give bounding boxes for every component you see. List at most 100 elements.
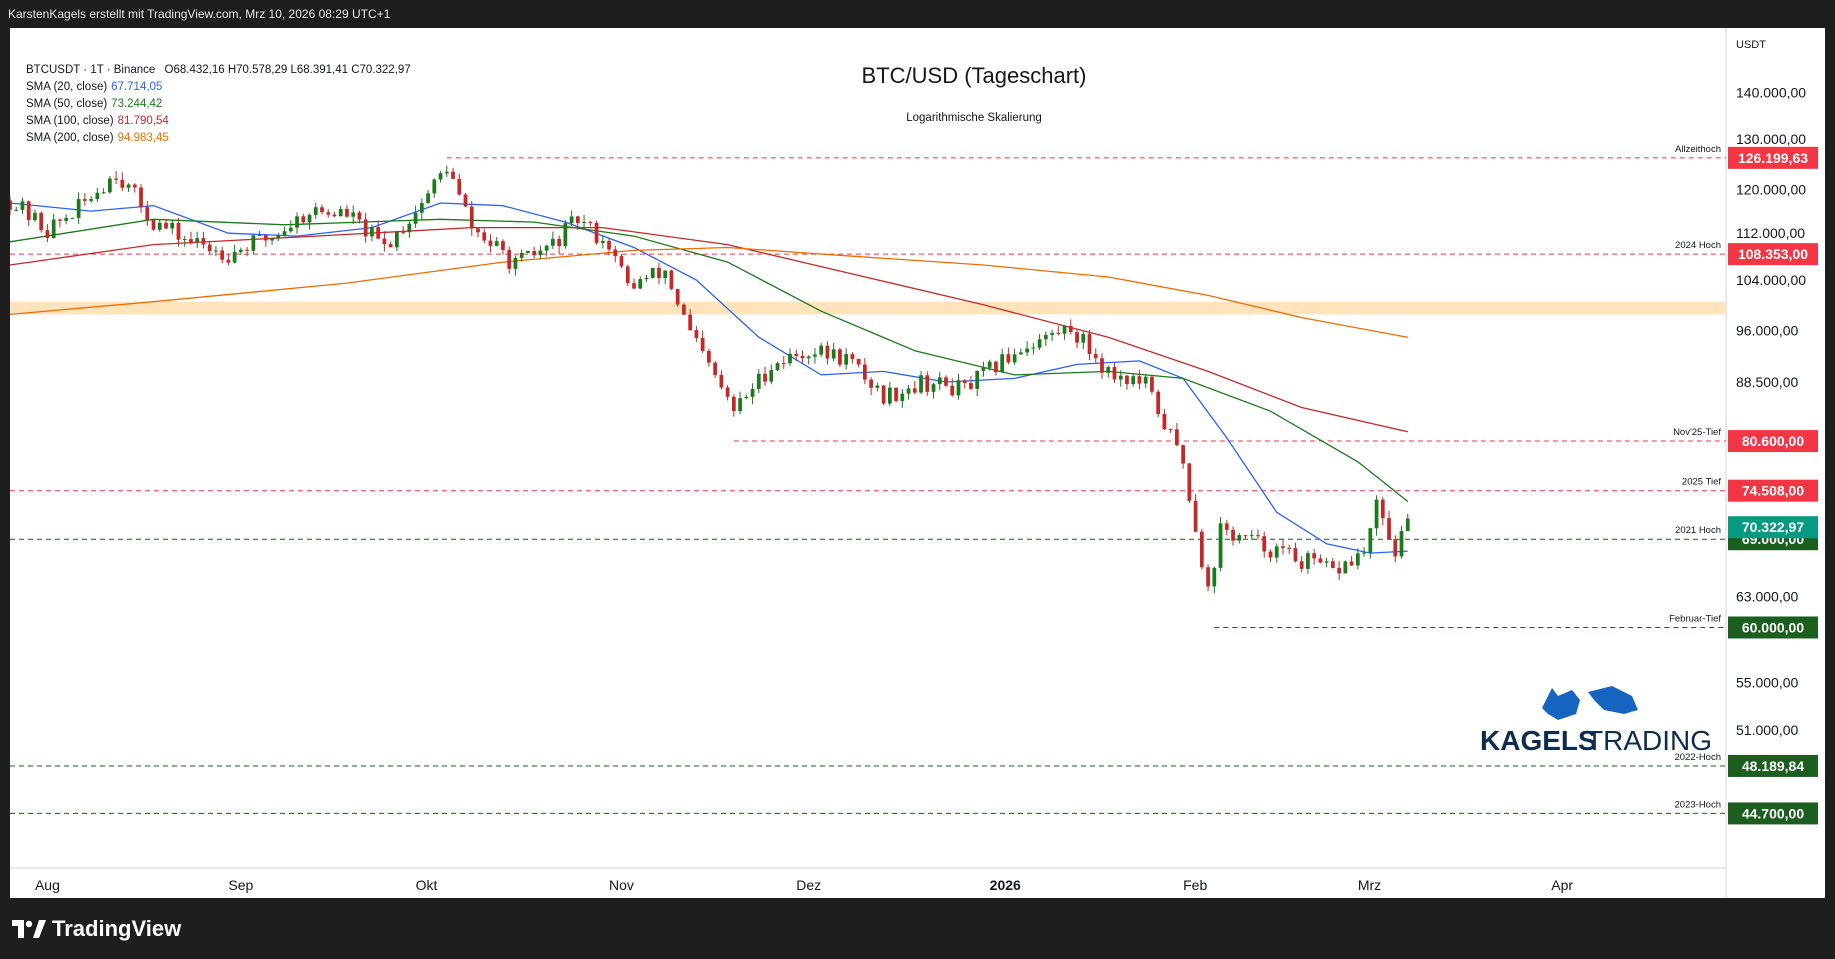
- candle-body: [569, 216, 574, 224]
- candle-body: [956, 380, 961, 396]
- chart-panel[interactable]: USDT 140.000,00 130.000,00 120.000,00 112.00…: [10, 28, 1825, 898]
- candle-body: [769, 370, 774, 382]
- candle-body: [1162, 413, 1167, 430]
- candle-body: [632, 283, 636, 289]
- candle-body: [1168, 429, 1173, 431]
- candle-body: [713, 362, 717, 375]
- sma20-value: 67.714,05: [111, 81, 163, 93]
- candle-body: [900, 393, 905, 401]
- candle-body: [226, 259, 231, 263]
- candle-body: [45, 230, 50, 238]
- sma-line: [10, 246, 1408, 338]
- candle-body: [650, 267, 655, 278]
- candle-body: [1231, 529, 1235, 541]
- candle-body: [1212, 567, 1217, 587]
- candle-body: [1368, 528, 1373, 553]
- candle-body: [575, 216, 580, 223]
- candle-body: [557, 238, 561, 247]
- candle-body: [332, 214, 337, 217]
- attribution-bar: KarstenKagels erstellt mit TradingView.c…: [0, 0, 1835, 28]
- sma100-label: SMA (100, close): [26, 115, 114, 127]
- candle-body: [719, 374, 724, 388]
- x-tick-label: Apr: [1551, 877, 1573, 893]
- candle-body: [644, 277, 649, 280]
- candle-body: [1268, 551, 1273, 558]
- last-price-label: 70.322,97: [1742, 519, 1804, 535]
- price-badge: [1728, 243, 1818, 266]
- y-tick-label: 88.500,00: [1736, 374, 1798, 390]
- sma20-legend: SMA (20, close) 67.714,05: [26, 79, 411, 96]
- candle-body: [1393, 539, 1398, 557]
- candle-body: [657, 267, 661, 279]
- candle-body: [881, 385, 886, 404]
- candle-body: [301, 216, 306, 223]
- candle-body: [894, 387, 898, 401]
- candle-body: [1287, 547, 1292, 549]
- candle-body: [295, 216, 299, 228]
- candle-body: [950, 385, 955, 396]
- sma200-legend: SMA (200, close) 94.983,45: [26, 130, 411, 147]
- candle-body: [1125, 375, 1129, 385]
- candle-body: [856, 358, 861, 365]
- candle-body: [363, 219, 368, 237]
- candle-body: [432, 179, 437, 194]
- candle-body: [1249, 535, 1254, 537]
- candle-body: [919, 375, 923, 393]
- candle-body: [288, 227, 293, 232]
- level-name: 2022-Hoch: [1675, 752, 1721, 763]
- candle-body: [1331, 561, 1335, 568]
- candle-body: [114, 178, 118, 180]
- candle-body: [388, 244, 393, 248]
- candle-body: [101, 192, 106, 194]
- sma200-label: SMA (200, close): [26, 132, 114, 144]
- candle-body: [270, 238, 274, 241]
- candle-body: [357, 212, 362, 220]
- candle-body: [1224, 523, 1229, 530]
- candle-body: [707, 350, 711, 363]
- candle-body: [10, 200, 12, 210]
- candle-body: [669, 270, 674, 289]
- price-badge: [1728, 479, 1818, 502]
- price-badge-label: 126.199,63: [1738, 150, 1808, 166]
- level-name: 2024 Hoch: [1675, 240, 1721, 251]
- candle-body: [594, 222, 599, 243]
- price-badge-label: 60.000,00: [1742, 619, 1804, 635]
- price-chart[interactable]: USDT 140.000,00 130.000,00 120.000,00 112.00…: [10, 28, 1825, 898]
- candle-body: [607, 240, 611, 250]
- candle-body: [519, 252, 524, 258]
- candle-body: [819, 345, 824, 355]
- candle-body: [1312, 553, 1317, 559]
- candle-body: [220, 250, 225, 260]
- candle-body: [1106, 367, 1111, 373]
- candle-body: [756, 373, 761, 389]
- candle-body: [1143, 376, 1148, 384]
- candle-body: [582, 221, 586, 223]
- candle-body: [875, 385, 880, 388]
- candle-body: [931, 384, 936, 392]
- candle-body: [1274, 546, 1279, 558]
- candle-body: [1137, 376, 1142, 384]
- candle-body: [1068, 325, 1073, 333]
- ohlc-values: O68.432,16 H70.578,29 L68.391,41 C70.322…: [164, 64, 411, 76]
- candle-body: [370, 227, 374, 237]
- candle-body: [33, 212, 37, 220]
- candle-body: [975, 370, 980, 389]
- candle-body: [307, 214, 312, 223]
- candle-body: [382, 238, 387, 245]
- candle-body: [725, 387, 730, 397]
- candle-body: [251, 235, 256, 251]
- y-tick-label: 63.000,00: [1736, 589, 1798, 605]
- bull-icon: [1542, 688, 1580, 720]
- candle-body: [1293, 548, 1298, 562]
- candle-body: [463, 194, 468, 207]
- tradingview-logo[interactable]: TradingView: [12, 916, 181, 942]
- candle-body: [214, 250, 218, 252]
- chart-background: [10, 28, 1825, 898]
- watermark-trading: TRADING: [1586, 725, 1712, 756]
- candle-body: [738, 398, 742, 412]
- candle-body: [937, 377, 942, 385]
- candle-body: [625, 266, 630, 284]
- attribution-text: KarstenKagels erstellt mit TradingView.c…: [8, 7, 391, 21]
- candle-body: [1087, 333, 1092, 355]
- candle-body: [1281, 546, 1285, 548]
